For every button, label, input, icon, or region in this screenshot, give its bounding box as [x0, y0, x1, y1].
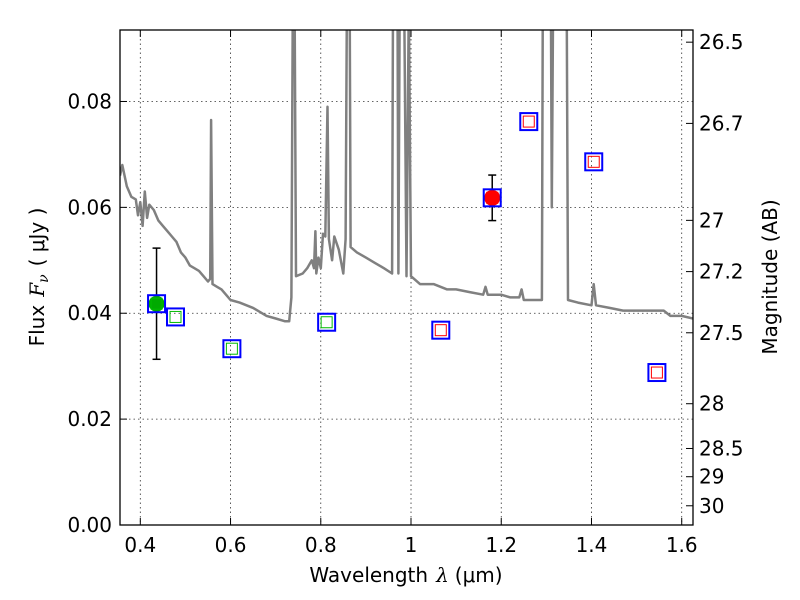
plot-frame: [119, 29, 694, 526]
model-photometry-inner-square: [486, 191, 499, 204]
magnitude-tick-label: 26.5: [699, 30, 744, 54]
model-photometry-square: [222, 339, 242, 359]
magnitude-tick-label: 30: [699, 494, 724, 518]
y-tick-label: 0.02: [67, 407, 112, 431]
y-axis-title-text: Flux: [25, 305, 49, 347]
model-photometry-square: [165, 307, 185, 327]
x-axis-title-text: Wavelength: [309, 563, 428, 587]
y-tick-label: 0.04: [67, 301, 112, 325]
observed-point: [148, 295, 165, 312]
spectrum-layer: [120, 30, 693, 323]
model-photometry-square: [147, 294, 167, 314]
magnitude-tick-label: 28.5: [699, 436, 744, 460]
y-axis-title-unit: ( μJy ): [25, 208, 49, 267]
magnitude-tick-label: 27.2: [699, 260, 744, 284]
model-photometry-square: [519, 112, 539, 132]
y-tick-label: 0.08: [67, 89, 112, 113]
x-tick-label: 0.4: [124, 533, 156, 557]
model-photometry-inner-square: [434, 324, 447, 337]
model-photometry-square: [584, 152, 604, 172]
model-photometry-inner-square: [320, 316, 333, 329]
x-tick-label: 1.4: [576, 533, 608, 557]
model-photometry-square: [317, 312, 337, 332]
right-axis-title: Magnitude (AB): [758, 199, 782, 354]
model-photometry-inner-square: [150, 297, 163, 310]
model-photometry-inner-square: [650, 366, 663, 379]
model-photometry-inner-square: [522, 115, 535, 128]
model-photometry-inner-square: [587, 155, 600, 168]
magnitude-tick-label: 28: [699, 392, 724, 416]
model-spectrum-line: [120, 30, 693, 323]
x-axis-title: Wavelength λ (μm): [309, 563, 502, 587]
x-axis-title-symbol: λ: [435, 563, 449, 587]
observed-point: [484, 189, 501, 206]
model-photometry-square: [482, 188, 502, 208]
magnitude-tick-label: 27.5: [699, 321, 744, 345]
frame-layer: [119, 29, 694, 526]
magnitude-tick-label: 26.7: [699, 111, 744, 135]
model-photometry-inner-square: [225, 342, 238, 355]
x-tick-label: 0.6: [215, 533, 247, 557]
x-tick-label: 1.6: [666, 533, 698, 557]
y-tick-label: 0.00: [67, 513, 112, 537]
y-axis-title-subscript: ν: [36, 274, 52, 283]
y-axis-title: Flux Fν ( μJy ): [25, 208, 52, 347]
model-photometry-inner-square: [169, 310, 182, 323]
ticks-layer: 0.4 0.6 0.8 1 1.2 1.4 1.6 0.00 0.02 0.04 0.06 0.08 2…: [67, 30, 744, 557]
x-tick-label: 1: [405, 533, 418, 557]
magnitude-tick-label: 27: [699, 208, 724, 232]
model-photometry-square: [647, 363, 667, 383]
model-photometry-square: [431, 320, 451, 340]
x-tick-label: 1.2: [485, 533, 517, 557]
points-layer: [147, 112, 667, 383]
y-axis-title-symbol: F: [25, 282, 49, 298]
y-tick-label: 0.06: [67, 195, 112, 219]
magnitude-tick-label: 29: [699, 465, 724, 489]
x-tick-label: 0.8: [305, 533, 337, 557]
x-axis-title-unit: (μm): [455, 563, 503, 587]
